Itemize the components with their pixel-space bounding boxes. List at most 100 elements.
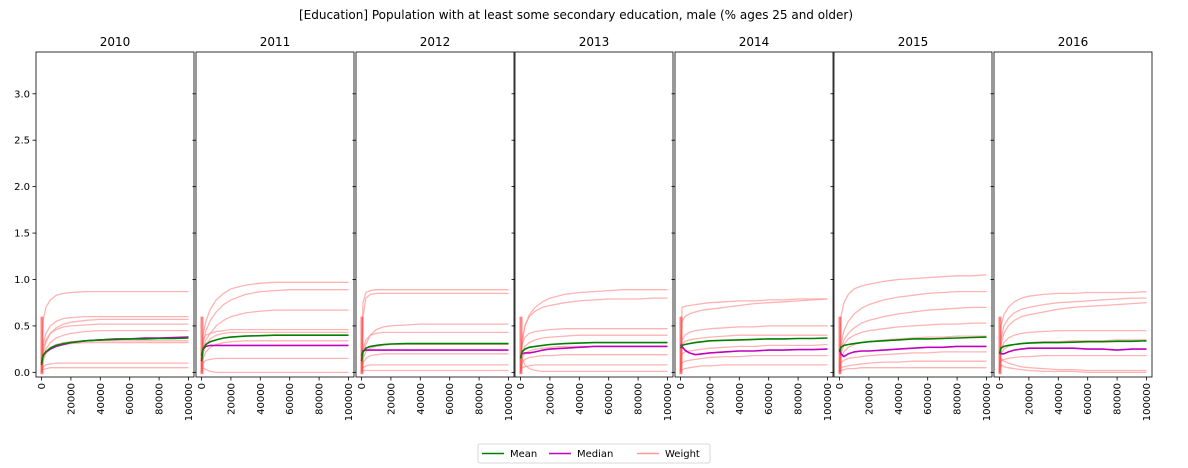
panel-frame [674,51,834,378]
weight-origin-bundle [519,316,523,375]
weight-lines [40,290,189,373]
x-tick-label: 60000 [923,383,934,415]
weight-line [360,323,509,373]
x-tick-label: 80000 [953,383,964,415]
median-line [200,344,349,356]
weight-line [40,290,189,373]
weight-line [838,360,987,373]
x-tick-label: 60000 [285,383,296,415]
weight-line [40,329,189,373]
mean-line [998,340,1147,355]
weight-line [360,343,509,373]
weight-line [838,335,987,373]
weight-line [200,340,349,373]
panel-title: 2012 [420,35,451,49]
x-tick-label: 20000 [705,383,716,415]
panel-frame [514,51,674,378]
weight-line [40,315,189,373]
weight-line [200,366,349,374]
weight-lines [200,281,349,374]
panel-title: 2016 [1058,35,1089,49]
x-tick-label: 40000 [894,383,905,415]
weight-origin-bundle [838,316,842,375]
weight-line [360,292,509,373]
x-tick-label: 100000 [504,383,515,421]
y-tick-label: 1.0 [14,275,30,286]
weight-line [679,325,828,373]
x-tick-label: 80000 [794,383,805,415]
x-tick-label: 60000 [1083,383,1094,415]
mean-line [200,334,349,362]
panel-frame [195,51,355,378]
panel-2015: 2015 0 20000 40000 60000 80000 100000 [830,35,993,421]
x-tick-label: 40000 [256,383,267,415]
x-tick-label: 20000 [864,383,875,415]
x-tick-label: 0 [197,383,208,389]
weight-line [838,367,987,373]
weight-line [200,309,349,373]
weight-line [40,323,189,373]
weight-line [679,298,828,373]
weight-line [360,369,509,373]
mean-line [519,341,668,359]
legend-entry-median: Median [549,449,613,460]
weight-line [519,354,668,373]
weight-origin-bundle [360,316,364,375]
mean-line [838,336,987,353]
weight-line [360,289,509,373]
weight-line [838,274,987,373]
legend-entry-weight: Weight [637,449,700,460]
y-tick-label: 2.0 [14,182,30,193]
x-tick-label: 0 [995,383,1006,389]
weight-line [998,297,1147,373]
x-tick-label: 100000 [1142,383,1153,421]
x-tick-label: 0 [357,383,368,389]
x-tick-label: 20000 [226,383,237,415]
legend-label: Median [577,449,613,460]
x-tick-label: 20000 [386,383,397,415]
weight-line [200,281,349,373]
y-tick-label: 2.5 [14,136,30,147]
weight-line [40,318,189,373]
weight-origin-bundle [40,316,44,375]
panel-title: 2010 [100,35,131,49]
weight-origin-bundle [200,316,204,375]
x-tick-label: 100000 [823,383,834,421]
panel-2014: 2014 0 20000 40000 60000 80000 100000 [671,35,834,421]
y-tick-label: 0.0 [14,368,30,379]
x-tick-label: 60000 [604,383,615,415]
panel-2010: 2010 0.0 0.5 1.0 1.5 2.0 2.5 3.0 0 20000 40000 6000… [14,35,195,421]
panel-title: 2015 [898,35,929,49]
y-tick-label: 1.5 [14,229,30,240]
weight-line [360,353,509,373]
panel-2011: 2011 0 20000 40000 60000 80000 100000 [192,35,355,421]
weight-line [998,354,1147,373]
panel-frame [833,51,993,378]
weight-line [519,334,668,373]
median-line [360,349,509,356]
panel-2013: 2013 0 20000 40000 60000 80000 100000 [511,35,674,421]
panel-title: 2014 [739,35,770,49]
x-tick-label: 0 [835,383,846,389]
x-tick-label: 60000 [445,383,456,415]
x-tick-label: 20000 [545,383,556,415]
panel-2016: 2016 0 20000 40000 60000 80000 100000 [990,35,1153,421]
x-tick-label: 40000 [575,383,586,415]
weight-line [998,357,1147,373]
panel-2012: 2012 0 20000 40000 60000 80000 100000 [352,35,515,421]
weight-line [998,290,1147,373]
weight-line [838,351,987,373]
x-tick-label: 80000 [155,383,166,415]
x-tick-label: 100000 [663,383,674,421]
weight-line [40,367,189,373]
weight-line [679,354,828,373]
weight-line [838,306,987,373]
weight-line [838,290,987,373]
weight-line [360,364,509,373]
weight-lines [998,290,1147,374]
weight-line [519,355,668,373]
x-tick-label: 100000 [982,383,993,421]
panel-frame [993,51,1153,378]
x-tick-label: 0 [676,383,687,389]
